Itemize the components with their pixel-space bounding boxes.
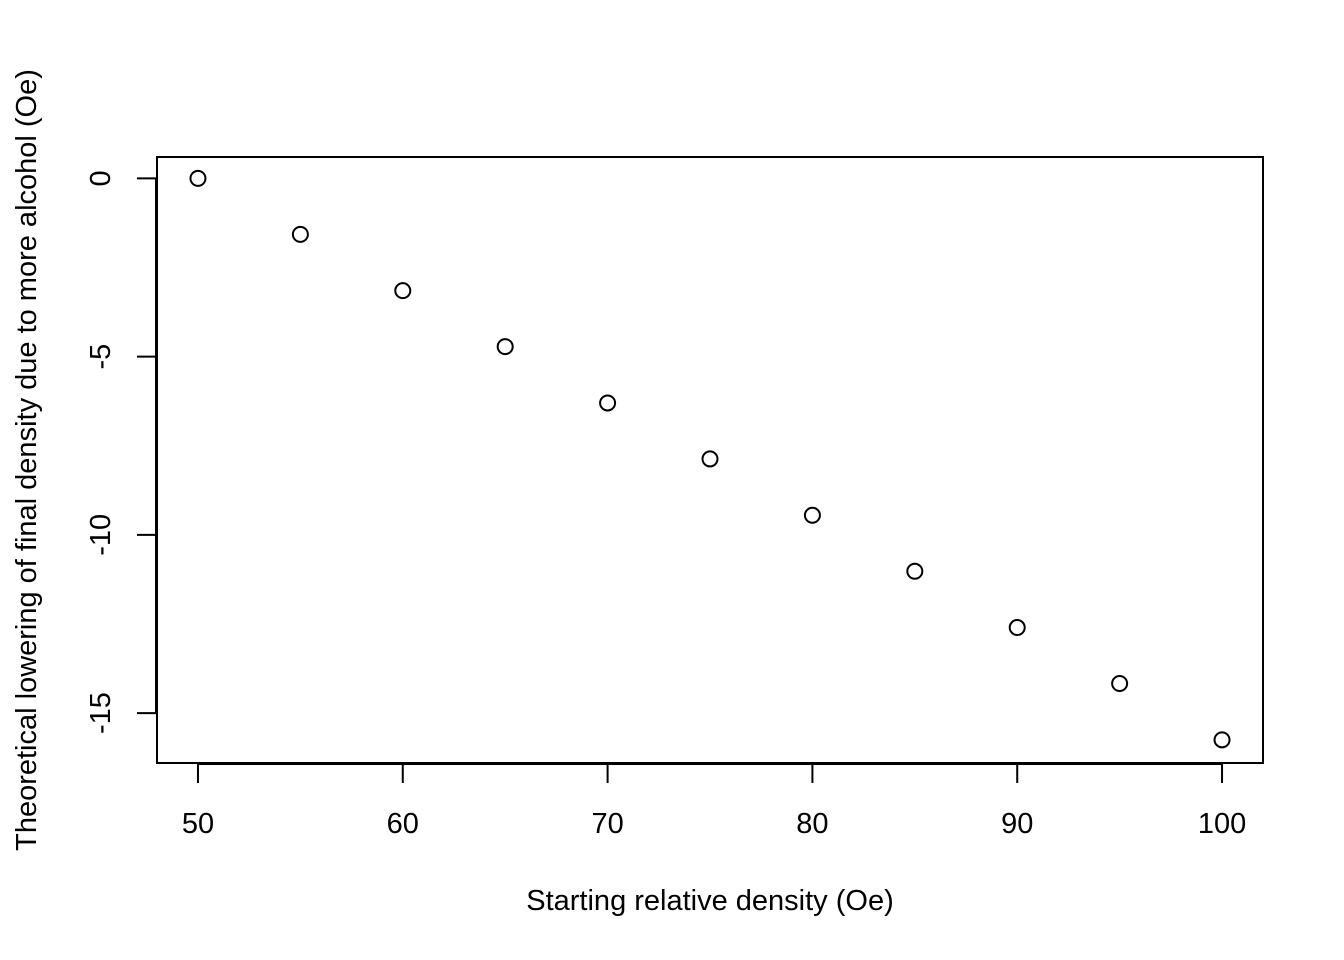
y-tick-label: -10 (85, 514, 117, 556)
data-point (906, 562, 924, 580)
x-tick-label: 60 (387, 808, 419, 840)
data-point (394, 282, 412, 300)
data-point (803, 506, 821, 524)
data-point (599, 394, 617, 412)
y-tick-label: -15 (85, 692, 117, 734)
y-tick-label: -5 (85, 344, 117, 370)
x-tick-label: 70 (591, 808, 623, 840)
data-point (189, 169, 207, 187)
data-point (291, 225, 309, 243)
plot-frame (156, 156, 1264, 764)
data-points (189, 169, 1231, 749)
x-axis: 50 60 70 80 90 100 (182, 763, 1246, 840)
y-axis-label: Theoretical lowering of final density du… (11, 69, 43, 851)
data-point (1008, 619, 1026, 637)
x-tick-label: 50 (182, 808, 214, 840)
x-tick-label: 100 (1198, 808, 1246, 840)
y-axis: 0 -5 -10 -15 (85, 170, 157, 734)
x-tick-label: 80 (796, 808, 828, 840)
data-point (701, 450, 719, 468)
data-point (1111, 675, 1129, 693)
x-axis-label: Starting relative density (Oe) (526, 885, 893, 917)
data-point (496, 338, 514, 356)
y-tick-label: 0 (85, 170, 117, 186)
data-point (1213, 731, 1231, 749)
x-tick-label: 90 (1001, 808, 1033, 840)
